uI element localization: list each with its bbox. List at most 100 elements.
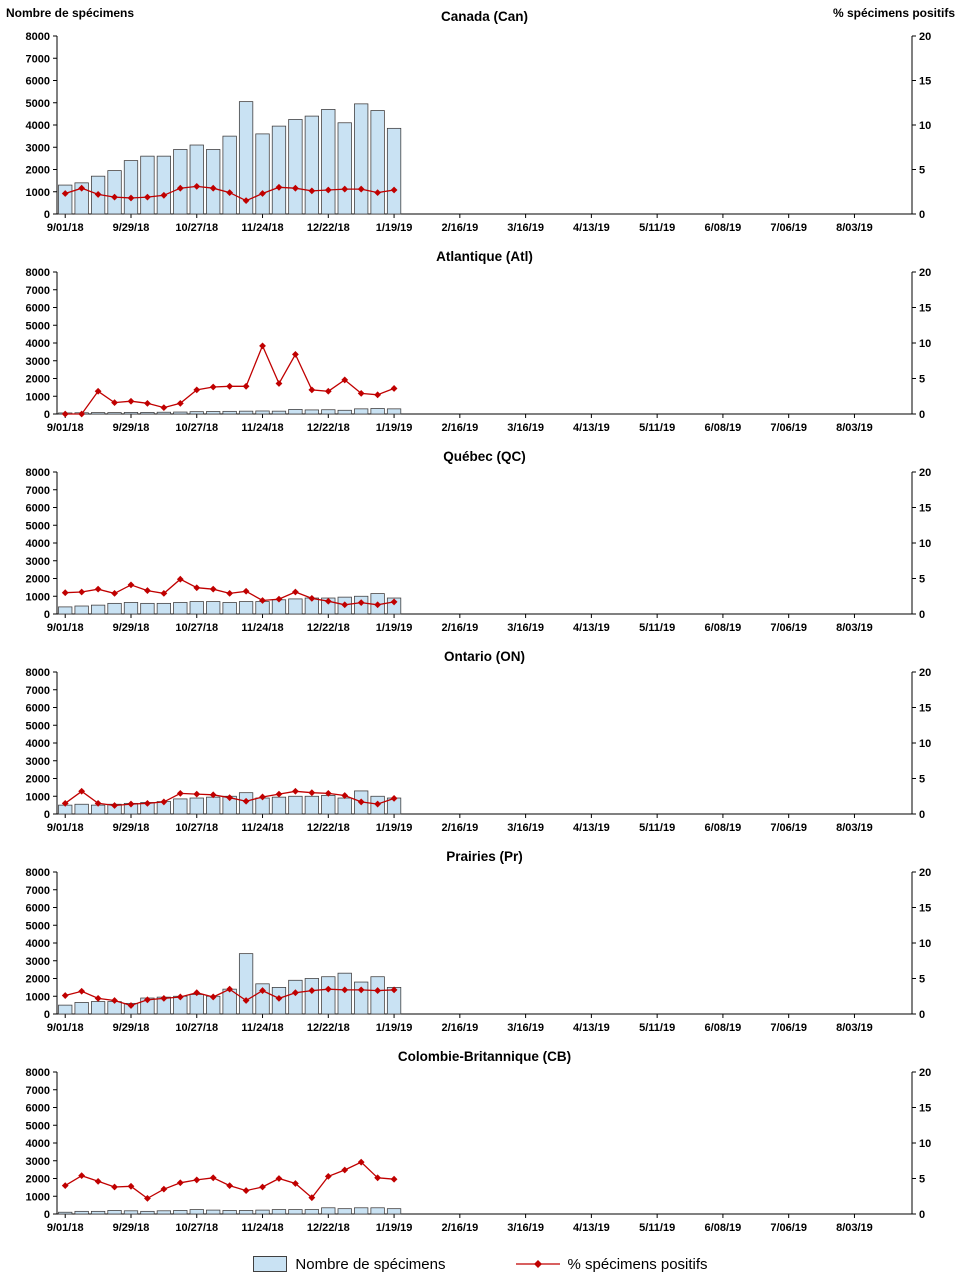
specimen-bar <box>238 601 254 615</box>
axis-or-title-text: Prairies (Pr) <box>446 849 523 864</box>
specimen-bar <box>321 1207 336 1215</box>
diamond-marker-icon <box>226 590 234 597</box>
diamond-marker-icon <box>341 1166 349 1174</box>
specimen-bar <box>386 408 402 415</box>
axis-or-title-text: 4/13/19 <box>573 822 610 834</box>
axis-or-title-text: 1/19/19 <box>376 1222 413 1234</box>
axis-or-title-text: 4/13/19 <box>573 222 610 234</box>
diamond-marker-icon <box>242 997 250 1004</box>
axis-or-title-text: 11/24/18 <box>241 622 283 634</box>
diamond-marker-icon <box>176 790 184 797</box>
axis-or-title-text: 5000 <box>26 920 50 932</box>
axis-or-title-text: 1000 <box>26 391 50 403</box>
diamond-marker-icon <box>308 386 316 394</box>
diamond-marker-icon <box>275 1175 283 1182</box>
diamond-marker-icon <box>209 1174 217 1182</box>
axis-or-title-text: 6/08/19 <box>705 1022 742 1034</box>
axis-or-title-text: 6/08/19 <box>705 222 742 234</box>
diamond-marker-icon <box>209 383 217 391</box>
axis-or-title-text: 8000 <box>26 467 50 479</box>
diamond-marker-icon <box>61 190 69 197</box>
axis-or-title-text: 6000 <box>26 503 50 515</box>
axis-or-title-text: 5000 <box>26 720 50 732</box>
diamond-marker-icon <box>226 985 234 993</box>
specimen-bar <box>222 1210 237 1215</box>
specimen-bar <box>370 110 385 215</box>
specimen-bar <box>173 1210 188 1215</box>
specimen-bar <box>238 1210 254 1215</box>
axis-or-title-text: 7000 <box>26 1085 50 1097</box>
diamond-marker-icon <box>341 601 349 609</box>
diamond-marker-icon <box>78 987 86 995</box>
specimen-bar <box>304 978 319 1015</box>
diamond-marker-icon <box>78 410 86 418</box>
diamond-marker-icon <box>374 800 382 808</box>
specimen-bar <box>90 412 106 415</box>
diamond-marker-icon <box>78 1172 86 1180</box>
axis-or-title-text: 5000 <box>26 320 50 332</box>
diamond-marker-icon <box>176 575 184 583</box>
diamond-marker-icon <box>144 193 151 201</box>
specimen-bar <box>206 411 221 415</box>
bar-swatch-icon <box>253 1256 288 1272</box>
specimen-bar <box>255 983 270 1015</box>
axis-or-title-text: 9/01/18 <box>47 822 84 834</box>
specimen-bar <box>58 184 73 215</box>
specimen-bar <box>288 409 303 415</box>
axis-or-title-text: 9/29/18 <box>113 222 150 234</box>
specimen-bar <box>206 601 221 615</box>
diamond-marker-icon <box>160 798 168 806</box>
axis-or-title-text: 3/16/19 <box>507 822 544 834</box>
diamond-marker-icon <box>226 794 234 802</box>
diamond-marker-icon <box>226 1182 234 1189</box>
axis-or-title-text: 2/16/19 <box>441 422 478 434</box>
axis-or-title-text: 4000 <box>26 938 50 950</box>
axis-or-title-text: 10 <box>919 120 931 132</box>
specimen-bar <box>140 602 155 615</box>
chart-canada: Nombre de spécimens % spécimens positifs C… <box>6 6 955 234</box>
specimen-bar <box>58 1004 73 1015</box>
legend-item-line: % spécimens positifs <box>515 1256 708 1273</box>
axis-or-title-text: 5/11/19 <box>639 1022 675 1034</box>
diamond-marker-icon <box>308 789 316 797</box>
diamond-marker-icon <box>390 986 398 994</box>
diamond-marker-icon <box>209 791 217 799</box>
axis-or-title-text: 5 <box>919 574 925 586</box>
diamond-marker-icon <box>242 587 250 595</box>
axis-or-title-text: 10/27/18 <box>175 822 218 834</box>
specimen-bar <box>156 155 171 215</box>
specimen-bar <box>354 408 369 415</box>
axis-or-title-text: 1/19/19 <box>376 622 413 634</box>
specimen-bar <box>140 412 155 415</box>
axis-or-title-text: 15 <box>919 903 931 915</box>
axis-or-title-text: 9/01/18 <box>47 1022 84 1034</box>
diamond-marker-icon <box>390 186 398 194</box>
specimen-bar <box>173 411 188 415</box>
axis-or-title-text: 4000 <box>26 120 50 132</box>
diamond-marker-icon <box>94 191 102 198</box>
axis-or-title-text: 9/01/18 <box>47 222 84 234</box>
diamond-marker-icon <box>259 342 266 350</box>
diamond-marker-icon <box>209 993 217 1001</box>
diamond-marker-icon <box>209 184 217 192</box>
axis-or-title-text: 4000 <box>26 338 50 350</box>
specimen-bar <box>288 598 303 615</box>
diamond-marker-icon <box>324 985 332 993</box>
axis-or-title-text: 7/06/19 <box>770 1022 807 1034</box>
axis-or-title-text: 2/16/19 <box>441 1222 478 1234</box>
axis-or-title-text: 2000 <box>26 165 50 177</box>
axis-or-title-text: Ontario (ON) <box>444 649 525 664</box>
axis-or-title-text: 8/03/19 <box>836 1022 873 1034</box>
axis-or-title-text: 10 <box>919 738 931 750</box>
diamond-marker-icon <box>160 1185 168 1193</box>
specimen-bar <box>304 795 319 815</box>
diamond-marker-icon <box>61 410 69 418</box>
axis-or-title-text: 1/19/19 <box>376 1022 413 1034</box>
axis-or-title-text: 8000 <box>26 867 50 879</box>
axis-or-title-text: % spécimens positifs <box>833 6 955 20</box>
axis-or-title-text: 5 <box>919 1174 925 1186</box>
diamond-marker-icon <box>226 382 234 390</box>
diamond-marker-icon <box>357 390 365 397</box>
diamond-marker-icon <box>160 590 168 597</box>
axis-or-title-text: 1/19/19 <box>376 222 413 234</box>
